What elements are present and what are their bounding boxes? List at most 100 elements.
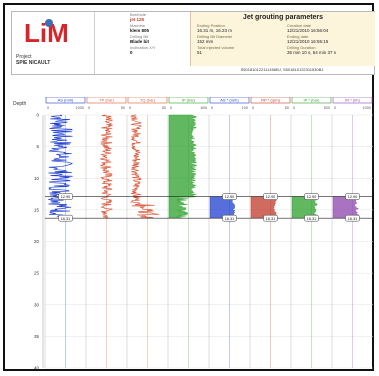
depth-marker-badge [304, 193, 319, 200]
bit-diameter-value: 152 mm [197, 39, 214, 44]
track-min-label: 0 [252, 106, 254, 110]
inclination-value: 0 [130, 50, 133, 55]
jet-grouting-panel: Jet grouting parameters Ending Position … [190, 12, 375, 66]
total-volume-label: Total injected volume [197, 45, 235, 50]
depth-marker-badge [304, 214, 319, 222]
depth-marker-badge [345, 193, 360, 200]
borehole-value: jet 125 [130, 17, 145, 22]
borehole-label: Borehole [130, 12, 147, 17]
report-header: LiM Project SPIE NICAULT Borehole jet 12… [11, 11, 375, 75]
depth-marker-label: 16.31 [61, 217, 71, 221]
track-title: RP * (rpm) [261, 98, 280, 103]
depth-tick-label: 35 [34, 334, 40, 339]
depth-marker-badge [263, 193, 278, 200]
track-max-label: 50 [285, 106, 289, 110]
borehole-info: Borehole jet 125 Machine klem 805 Drilli… [130, 12, 188, 66]
duration-value: 35 min 10 s, 54 min 37 s [287, 50, 337, 55]
depth-tick-label: 0 [36, 113, 39, 118]
duration-label: Drilling Duration [287, 45, 316, 50]
depth-marker-label: 16.31 [348, 217, 358, 221]
creation-date-value: 12/21/2010 16:56:04 [287, 28, 329, 33]
depth-tick-label: 20 [34, 239, 40, 244]
track-series-line [129, 114, 160, 219]
depth-marker-label: 16.31 [225, 217, 235, 221]
depth-marker-badge [263, 214, 278, 222]
drilling-bit-value: Blade bit [130, 39, 150, 44]
depth-tick-label: 15 [34, 207, 40, 212]
track-header [332, 97, 373, 104]
track-series-line [99, 114, 114, 219]
project-label: Project [16, 54, 32, 60]
jet-column-left: Ending Position 16.31 m, 16.23 m Drillin… [197, 23, 283, 56]
machine-label: Machine [130, 23, 146, 28]
track-max-label: 1000 [363, 106, 371, 110]
depth-marker-badge [345, 214, 360, 222]
track-min-label: 0 [47, 106, 49, 110]
track-header [168, 97, 209, 104]
depth-tick-label: 25 [34, 271, 40, 276]
creation-date-label: Creation date [287, 23, 312, 28]
track-header [209, 97, 250, 104]
logo-dot-icon [45, 19, 53, 27]
depth-tick-label: 10 [34, 176, 40, 181]
track-min-label: 0 [293, 106, 295, 110]
track-title: IR * (l/h) [345, 98, 360, 103]
depth-tick-label: 5 [36, 144, 39, 149]
track-max-label: 500 [324, 106, 330, 110]
track-title: IP * (bar) [304, 98, 321, 103]
track-min-label: 0 [129, 106, 131, 110]
depth-marker-badge [58, 214, 73, 222]
track-max-label: 1000 [76, 106, 84, 110]
track-max-label: 600 [201, 106, 207, 110]
jet-column-right: Creation date 12/21/2010 16:56:04 Ending… [287, 23, 373, 56]
track-header [45, 97, 86, 104]
track-header [127, 97, 168, 104]
depth-tick-label: 40 [34, 366, 40, 371]
depth-marker-label: 12.90 [61, 195, 71, 199]
project-value: SPIE NICAULT [16, 60, 51, 66]
track-series-line [48, 114, 74, 219]
jet-title: Jet grouting parameters [242, 14, 324, 21]
drilling-bit-label: Drilling Bit [130, 34, 149, 39]
depth-marker-label: 12.90 [307, 195, 317, 199]
ending-position-label: Ending Position [197, 23, 225, 28]
depth-marker-label: 12.90 [225, 195, 235, 199]
track-min-label: 0 [334, 106, 336, 110]
track-series-area [168, 114, 198, 219]
depth-marker-badge [58, 193, 73, 200]
track-title: AS (m/h) [58, 98, 74, 103]
depth-marker-label: 12.90 [348, 195, 358, 199]
track-max-label: 100 [242, 106, 248, 110]
depth-marker-label: 16.31 [266, 217, 276, 221]
bit-diameter-label: Drilling Bit Diameter [197, 34, 233, 39]
track-min-label: 0 [88, 106, 90, 110]
track-title: AS * (m/h) [220, 98, 239, 103]
track-title: TP (bar) [99, 98, 114, 103]
depth-axis-label: Depth [13, 101, 27, 107]
ending-date-label: Ending date [287, 34, 309, 39]
total-volume-value: 51 [197, 50, 203, 55]
depth-tick-label: 30 [34, 302, 40, 307]
inclination-label: Inclination X/Y [130, 45, 156, 50]
track-min-label: 0 [211, 106, 213, 110]
track-title: IP (bar) [182, 98, 196, 103]
track-header [250, 97, 291, 104]
machine-value: klem 805 [130, 28, 150, 33]
depth-marker-label: 16.31 [307, 217, 317, 221]
lim-logo: LiM [24, 18, 69, 46]
depth-marker-badge [222, 193, 237, 200]
logo-area: LiM Project SPIE NICAULT [12, 12, 95, 74]
track-min-label: 0 [170, 106, 172, 110]
ending-date-value: 12/21/2010 16:55:15 [287, 39, 329, 44]
reference-code: S501810122111456BJ, S501810122311530BJ [240, 67, 324, 72]
track-max-label: 50 [121, 106, 125, 110]
depth-marker-label: 12.90 [266, 195, 276, 199]
track-title: TQ (bar) [140, 98, 156, 103]
track-header [86, 97, 127, 104]
report-frame: LiM Project SPIE NICAULT Borehole jet 12… [3, 3, 375, 371]
track-header [291, 97, 332, 104]
depth-marker-badge [222, 214, 237, 222]
track-max-label: 50 [162, 106, 166, 110]
ending-position-value: 16.31 m, 16.23 m [197, 28, 233, 33]
